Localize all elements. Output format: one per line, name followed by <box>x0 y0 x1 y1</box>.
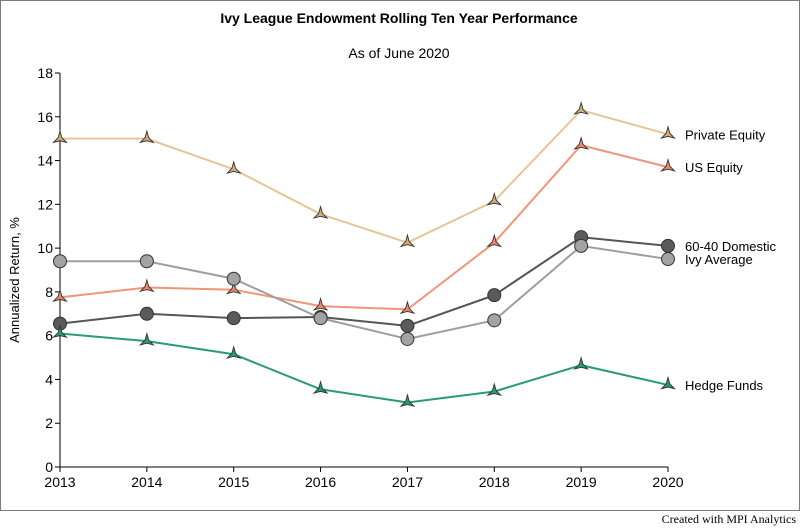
series-end-label: Hedge Funds <box>685 378 764 393</box>
data-point <box>138 129 155 144</box>
chart-title: Ivy League Endowment Rolling Ten Year Pe… <box>220 10 578 26</box>
data-point <box>486 382 503 397</box>
data-point <box>312 380 329 394</box>
y-tick-label: 6 <box>45 328 53 344</box>
series-private-equity: Private Equity <box>52 101 766 248</box>
series-layer: Private Equity US Equity 60-40 DomesticIvy… <box>52 101 777 408</box>
data-point <box>225 160 242 174</box>
data-point <box>399 233 416 248</box>
x-tick-label: 2016 <box>305 474 336 490</box>
series-end-label: 60-40 Domestic <box>685 239 777 254</box>
data-point <box>486 191 503 206</box>
data-point <box>312 296 329 311</box>
data-point <box>400 318 415 333</box>
data-point <box>139 254 154 269</box>
series-end-label: Ivy Average <box>685 252 753 267</box>
data-point <box>660 125 676 139</box>
series-us-equity: US Equity <box>52 136 743 314</box>
data-point <box>313 311 328 326</box>
series-60-40-domestic: 60-40 Domestic <box>53 230 777 333</box>
series-line <box>59 332 669 404</box>
series-line <box>60 244 669 340</box>
data-point <box>312 205 329 219</box>
series-ivy-average: Ivy Average <box>53 238 753 346</box>
line-chart: Ivy League Endowment Rolling Ten Year Pe… <box>7 10 777 490</box>
data-point <box>52 129 68 144</box>
data-point <box>487 288 502 303</box>
series-line <box>60 109 669 244</box>
y-tick-label: 2 <box>45 415 53 431</box>
data-point <box>52 324 68 339</box>
y-tick-label: 18 <box>37 65 53 81</box>
data-point <box>225 280 242 295</box>
chart-subtitle: As of June 2020 <box>348 45 449 61</box>
x-tick-label: 2015 <box>218 474 249 490</box>
data-point <box>139 306 154 321</box>
data-point <box>573 136 590 150</box>
y-tick-label: 0 <box>45 459 53 475</box>
data-point <box>226 271 241 286</box>
series-line <box>59 144 669 311</box>
x-tick-label: 2018 <box>479 474 510 490</box>
data-point <box>573 101 590 115</box>
series-end-label: Private Equity <box>685 127 766 142</box>
x-tick-label: 2013 <box>44 474 75 490</box>
y-tick-label: 4 <box>45 371 53 387</box>
data-point <box>226 311 241 326</box>
data-point <box>52 288 68 302</box>
series-hedge-funds: Hedge Funds <box>52 324 764 408</box>
data-point <box>574 238 589 253</box>
series-line <box>59 236 669 327</box>
y-tick-label: 8 <box>45 284 53 300</box>
y-tick-label: 12 <box>37 196 53 212</box>
data-point <box>573 356 590 370</box>
data-point <box>661 238 675 253</box>
x-tick-label: 2017 <box>392 474 423 490</box>
y-tick-label: 16 <box>37 109 53 125</box>
data-point <box>138 278 155 293</box>
data-point <box>661 252 675 267</box>
x-tick-label: 2014 <box>131 474 162 490</box>
data-point <box>486 233 503 248</box>
series-end-label: US Equity <box>685 160 743 175</box>
data-point <box>138 331 155 346</box>
data-point <box>399 393 416 408</box>
credit-text: Created with MPI Analytics <box>661 512 796 526</box>
data-point <box>487 313 502 328</box>
x-tick-label: 2019 <box>566 474 597 490</box>
data-point <box>400 331 415 346</box>
y-axis-title: Annualized Return, % <box>7 217 22 343</box>
x-tick-label: 2020 <box>652 474 683 490</box>
data-point <box>399 300 416 314</box>
y-tick-label: 10 <box>37 240 53 256</box>
data-point <box>225 345 242 359</box>
data-point <box>660 157 676 172</box>
data-point <box>660 375 676 390</box>
data-point <box>53 254 67 269</box>
y-tick-label: 14 <box>37 153 53 169</box>
axes: 0 2 4 6 8 10 12 14 16 18 2013 2014 2015 2016 2017 2018 2… <box>37 65 683 490</box>
